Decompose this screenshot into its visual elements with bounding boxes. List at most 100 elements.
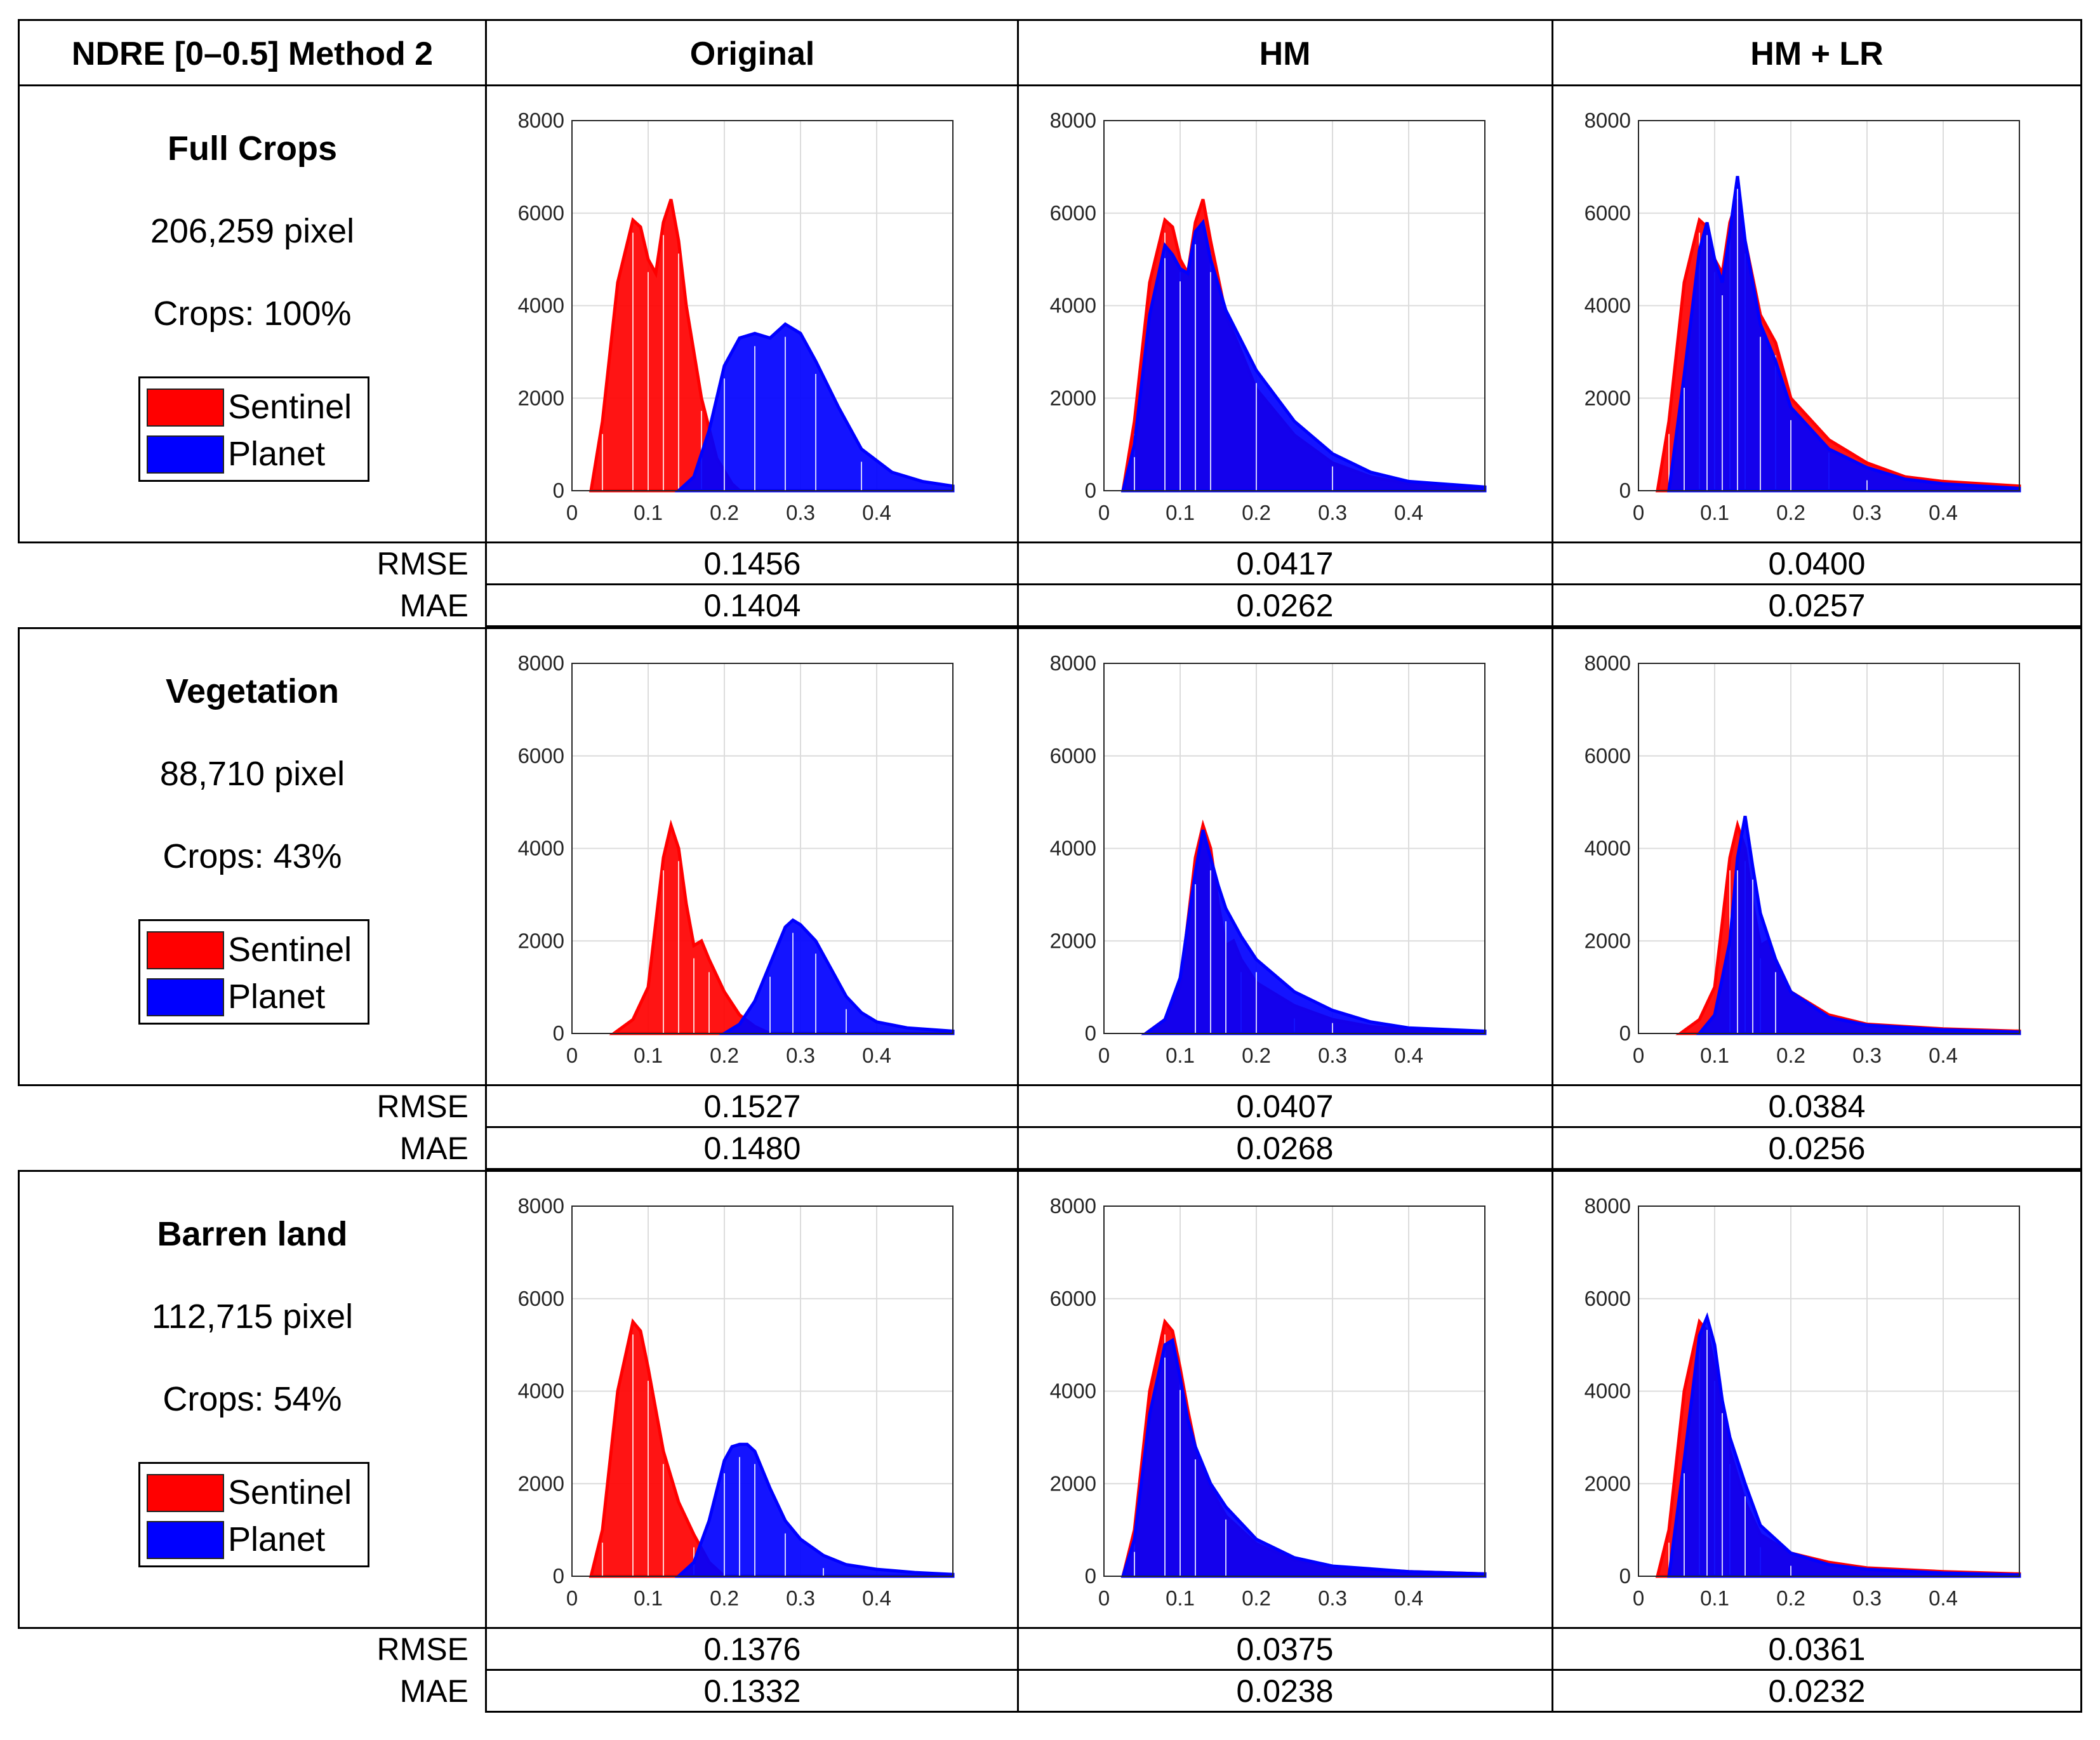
x-tick-label: 0.3 <box>786 501 815 524</box>
x-tick-label: 0.3 <box>1852 1044 1882 1067</box>
crops-percent: Crops: 43% <box>163 837 342 875</box>
table-border <box>486 1711 2082 1713</box>
table-border <box>18 1170 2082 1172</box>
rmse-value: 0.1527 <box>703 1089 801 1124</box>
rmse-value: 0.0361 <box>1768 1631 1866 1667</box>
x-tick-label: 0.2 <box>1242 1044 1271 1067</box>
histogram-chart: 0 0.1 0.2 0.3 0.4 0 2000 4000 6000 8000 <box>1585 1194 2021 1610</box>
x-tick-label: 0 <box>1633 1044 1644 1067</box>
y-tick-label: 4000 <box>518 837 564 860</box>
table-border <box>18 627 20 1086</box>
x-tick-label: 0.3 <box>1318 501 1347 524</box>
y-tick-label: 4000 <box>1585 1379 1631 1403</box>
y-tick-label: 6000 <box>518 1287 564 1310</box>
y-tick-label: 0 <box>1619 1564 1631 1588</box>
table-border <box>2080 19 2082 1713</box>
pixel-count: 206,259 pixel <box>150 212 355 250</box>
y-tick-label: 8000 <box>518 109 564 132</box>
series-planet <box>1667 1312 2021 1578</box>
x-tick-label: 0.4 <box>1929 1044 1958 1067</box>
y-tick-label: 6000 <box>518 744 564 767</box>
x-tick-label: 0.4 <box>862 1586 891 1610</box>
mae-label: MAE <box>399 1131 469 1166</box>
table-border <box>1017 19 1019 1713</box>
x-tick-label: 0 <box>1098 501 1110 524</box>
x-tick-label: 0 <box>566 1586 578 1610</box>
x-tick-label: 0.1 <box>1166 501 1195 524</box>
column-header-hm-lr: HM + LR <box>1750 36 1884 72</box>
histogram-chart: 0 0.1 0.2 0.3 0.4 0 2000 4000 6000 8000 <box>518 651 955 1067</box>
rmse-value: 0.0417 <box>1236 546 1334 581</box>
pixel-count: 88,710 pixel <box>159 755 345 793</box>
x-tick-label: 0.4 <box>862 1044 891 1067</box>
axes-box <box>571 1205 954 1577</box>
y-tick-label: 8000 <box>1050 651 1096 675</box>
mae-label: MAE <box>399 588 469 623</box>
table-border <box>486 1126 2082 1128</box>
legend: Sentinel Planet <box>138 376 369 482</box>
y-tick-label: 0 <box>1619 1021 1631 1045</box>
table-border <box>485 19 487 1713</box>
axes-box <box>571 663 954 1034</box>
y-tick-label: 8000 <box>1585 1194 1631 1218</box>
y-tick-label: 0 <box>553 479 564 502</box>
histogram-chart: 0 0.1 0.2 0.3 0.4 0 2000 4000 6000 8000 <box>1585 109 2021 524</box>
legend-swatch-sentinel <box>147 1474 224 1512</box>
x-tick-label: 0.2 <box>1776 1586 1805 1610</box>
y-tick-label: 2000 <box>1050 1471 1096 1495</box>
y-tick-label: 2000 <box>1585 1471 1631 1495</box>
x-tick-label: 0.3 <box>1852 1586 1882 1610</box>
table-border <box>486 625 2082 627</box>
mae-value: 0.1332 <box>703 1673 801 1709</box>
rmse-value: 0.0375 <box>1236 1631 1334 1667</box>
mae-value: 0.1480 <box>703 1131 801 1166</box>
table-border <box>18 1084 2082 1086</box>
table-border <box>18 541 2082 543</box>
x-tick-label: 0.3 <box>786 1044 815 1067</box>
rmse-value: 0.0384 <box>1768 1089 1866 1124</box>
mae-value: 0.0262 <box>1236 588 1334 623</box>
series-planet <box>1141 829 1487 1035</box>
table-border <box>18 1627 2082 1629</box>
mae-value: 0.0238 <box>1236 1673 1334 1709</box>
y-tick-label: 6000 <box>1585 744 1631 767</box>
rmse-label: RMSE <box>376 546 469 581</box>
crops-percent: Crops: 54% <box>163 1380 342 1418</box>
series-sentinel <box>609 819 771 1035</box>
table-border <box>18 19 20 543</box>
table-border <box>18 19 2082 21</box>
y-tick-label: 0 <box>1085 1021 1096 1045</box>
x-tick-label: 0.2 <box>710 1044 739 1067</box>
legend-swatch-sentinel <box>147 389 224 427</box>
axes-box <box>1638 120 2020 491</box>
pixel-count: 112,715 pixel <box>151 1298 354 1336</box>
rmse-value: 0.1456 <box>703 546 801 581</box>
x-tick-label: 0 <box>1098 1044 1110 1067</box>
legend-label-sentinel: Sentinel <box>228 1473 352 1511</box>
corner-label: NDRE [0–0.5] Method 2 <box>71 36 434 72</box>
y-tick-label: 2000 <box>518 1471 564 1495</box>
y-tick-label: 0 <box>1619 479 1631 502</box>
rmse-value: 0.1376 <box>703 1631 801 1667</box>
x-tick-label: 0.1 <box>634 1586 663 1610</box>
axes-box <box>1103 1205 1485 1577</box>
mae-value: 0.0256 <box>1768 1131 1866 1166</box>
y-tick-label: 8000 <box>1585 109 1631 132</box>
x-tick-label: 0.3 <box>1318 1586 1347 1610</box>
legend-label-sentinel: Sentinel <box>228 388 352 426</box>
rmse-label: RMSE <box>376 1631 469 1667</box>
column-header-original: Original <box>689 36 815 72</box>
y-tick-label: 2000 <box>1050 929 1096 952</box>
legend-label-sentinel: Sentinel <box>228 931 352 969</box>
series-planet <box>1120 1338 1487 1578</box>
y-tick-label: 4000 <box>518 1379 564 1403</box>
y-tick-label: 6000 <box>1050 744 1096 767</box>
x-tick-label: 0 <box>1633 501 1644 524</box>
x-tick-label: 0.1 <box>634 501 663 524</box>
x-tick-label: 0.3 <box>786 1586 815 1610</box>
x-tick-label: 0.1 <box>1700 1586 1729 1610</box>
x-tick-label: 0.2 <box>1242 1586 1271 1610</box>
x-tick-label: 0.4 <box>1929 501 1958 524</box>
x-tick-label: 0 <box>1098 1586 1110 1610</box>
legend-swatch-planet <box>147 1521 224 1559</box>
